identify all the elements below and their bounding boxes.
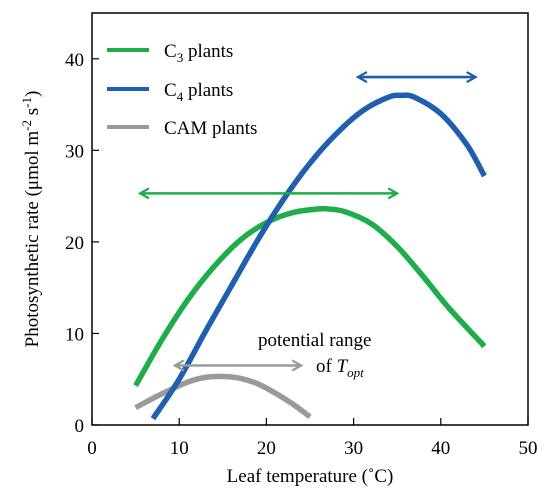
series-line-c4 [150, 92, 487, 421]
annotation-line1: potential range [258, 330, 371, 351]
x-tick-label-0: 0 [87, 438, 97, 459]
y-tick-label-20: 20 [65, 233, 84, 254]
axis-tick-labels: 0 10 20 30 40 50 0 10 20 30 40 [65, 50, 538, 459]
y-tick-label-0: 0 [75, 416, 85, 437]
x-tick-label-20: 20 [257, 438, 276, 459]
series-group [133, 92, 487, 421]
series-line-c3 [133, 205, 487, 387]
legend-label-c4: C4 plants [164, 80, 233, 104]
series-line-cam [134, 373, 312, 419]
y-tick-label-40: 40 [65, 50, 84, 71]
x-axis-title: Leaf temperature (˚C) [227, 466, 394, 487]
x-tick-label-50: 50 [519, 438, 538, 459]
legend-label-cam: CAM plants [164, 118, 257, 139]
plot-frame [91, 12, 529, 426]
axis-ticks [91, 58, 529, 426]
x-tick-label-40: 40 [431, 438, 450, 459]
annotation-line2: of Topt [316, 356, 364, 380]
y-tick-label-30: 30 [65, 141, 84, 162]
legend: C3 plants C4 plants CAM plants [107, 41, 257, 139]
x-tick-label-30: 30 [344, 438, 363, 459]
x-tick-label-10: 10 [170, 438, 189, 459]
y-axis-title: Photosynthetic rate (μmol m-2 s-1) [19, 91, 43, 348]
range-arrows [140, 77, 476, 365]
legend-label-c3: C3 plants [164, 41, 233, 65]
y-tick-label-10: 10 [65, 324, 84, 345]
